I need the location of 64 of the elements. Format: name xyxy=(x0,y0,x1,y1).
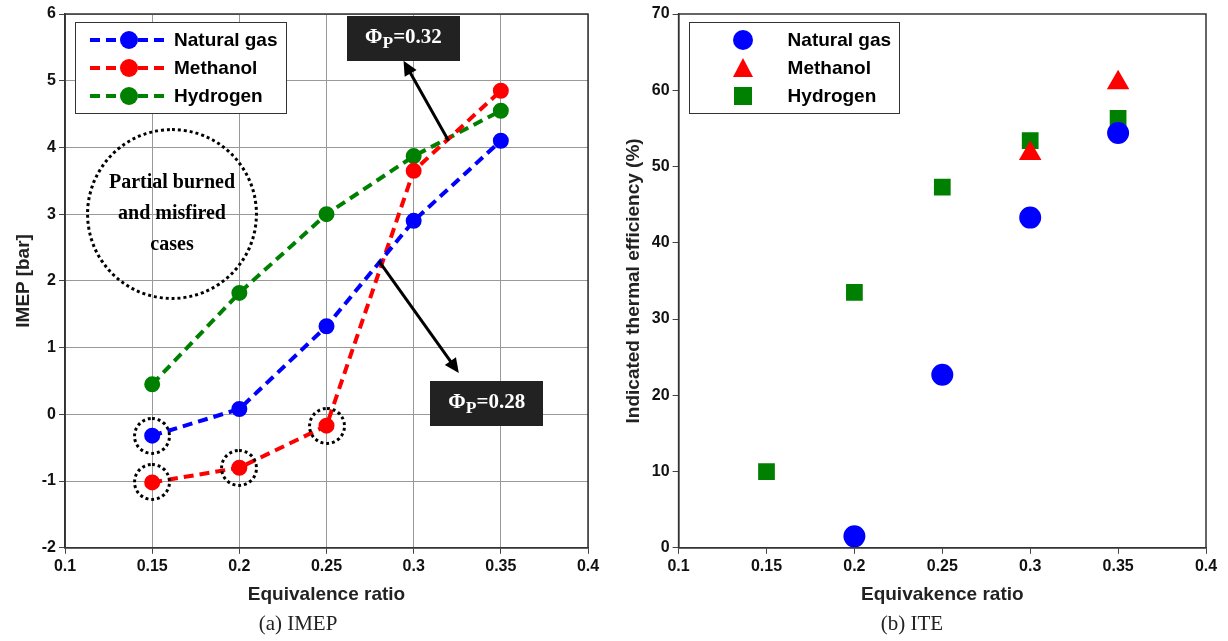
point xyxy=(405,162,422,179)
point xyxy=(1019,206,1042,229)
x-tick-label: 0.35 xyxy=(1102,556,1134,574)
x-tick-label: 0.15 xyxy=(136,556,168,574)
y-axis-title: Indicated thermal efficiency (%) xyxy=(621,138,643,424)
y-tick-label: 30 xyxy=(651,309,670,327)
legend-label: Methanol xyxy=(787,57,871,79)
point xyxy=(758,463,775,480)
x-tick-label: 0.2 xyxy=(228,556,251,574)
y-tick-label: 6 xyxy=(47,4,57,22)
x-tick-label: 0.2 xyxy=(843,556,866,574)
point xyxy=(933,178,951,196)
y-tick-label: 60 xyxy=(651,80,670,98)
point xyxy=(318,318,335,335)
y-axis-title: IMEP [bar] xyxy=(11,234,33,328)
y-tick-label: 2 xyxy=(47,271,57,289)
y-tick-label: 1 xyxy=(47,338,57,356)
x-tick-label: 0.1 xyxy=(53,556,77,574)
y-tick-label: 5 xyxy=(47,71,57,89)
point xyxy=(492,132,509,149)
x-axis-title: Equivalence ratio xyxy=(247,582,406,604)
point xyxy=(231,284,248,301)
y-tick-label: -1 xyxy=(41,471,57,489)
y-tick-label: 3 xyxy=(47,204,57,222)
point xyxy=(492,82,509,99)
annotation: Φ$_{P}$=0.28 xyxy=(430,380,544,427)
annotation: Partial burned and misfired cases xyxy=(107,169,237,256)
x-tick-label: 0.35 xyxy=(485,556,517,574)
point xyxy=(405,148,422,165)
point xyxy=(405,212,422,229)
point xyxy=(318,206,335,223)
legend-label: Hydrogen xyxy=(174,85,263,107)
y-tick-label: 0 xyxy=(47,404,57,422)
x-tick-label: 0.3 xyxy=(402,556,425,574)
x-tick-label: 0.25 xyxy=(310,556,343,574)
legend-label: Natural gas xyxy=(787,29,892,51)
point xyxy=(492,102,509,119)
point xyxy=(846,283,863,301)
legend-label: Hydrogen xyxy=(787,85,877,107)
x-tick-label: 0.1 xyxy=(667,556,690,574)
y-tick-label: 20 xyxy=(651,385,670,403)
point xyxy=(843,525,866,548)
x-tick-label: 0.15 xyxy=(750,556,783,574)
x-tick-label: 0.3 xyxy=(1019,556,1042,574)
point xyxy=(231,401,248,418)
legend-label: Methanol xyxy=(174,57,258,79)
y-tick-label: 0 xyxy=(660,538,670,556)
text: (b) ITE xyxy=(880,610,944,635)
text: (a) IMEP xyxy=(258,610,338,635)
y-tick-label: 40 xyxy=(651,233,670,251)
y-tick-label: -2 xyxy=(41,538,57,556)
x-tick-label: 0.4 xyxy=(576,556,600,574)
x-tick-label: 0.25 xyxy=(926,556,958,574)
point xyxy=(1107,121,1130,144)
point xyxy=(931,363,954,386)
point xyxy=(144,376,161,393)
x-tick-label: 0.4 xyxy=(1194,556,1218,574)
y-tick-label: 10 xyxy=(651,461,670,479)
annotation: Φ$_{P}$=0.32 xyxy=(347,15,460,61)
y-tick-label: 4 xyxy=(47,137,57,155)
y-tick-label: 50 xyxy=(651,156,670,174)
x-axis-title: Equivakence ratio xyxy=(860,582,1024,604)
legend-label: Natural gas xyxy=(174,29,278,51)
y-tick-label: 70 xyxy=(651,4,670,22)
